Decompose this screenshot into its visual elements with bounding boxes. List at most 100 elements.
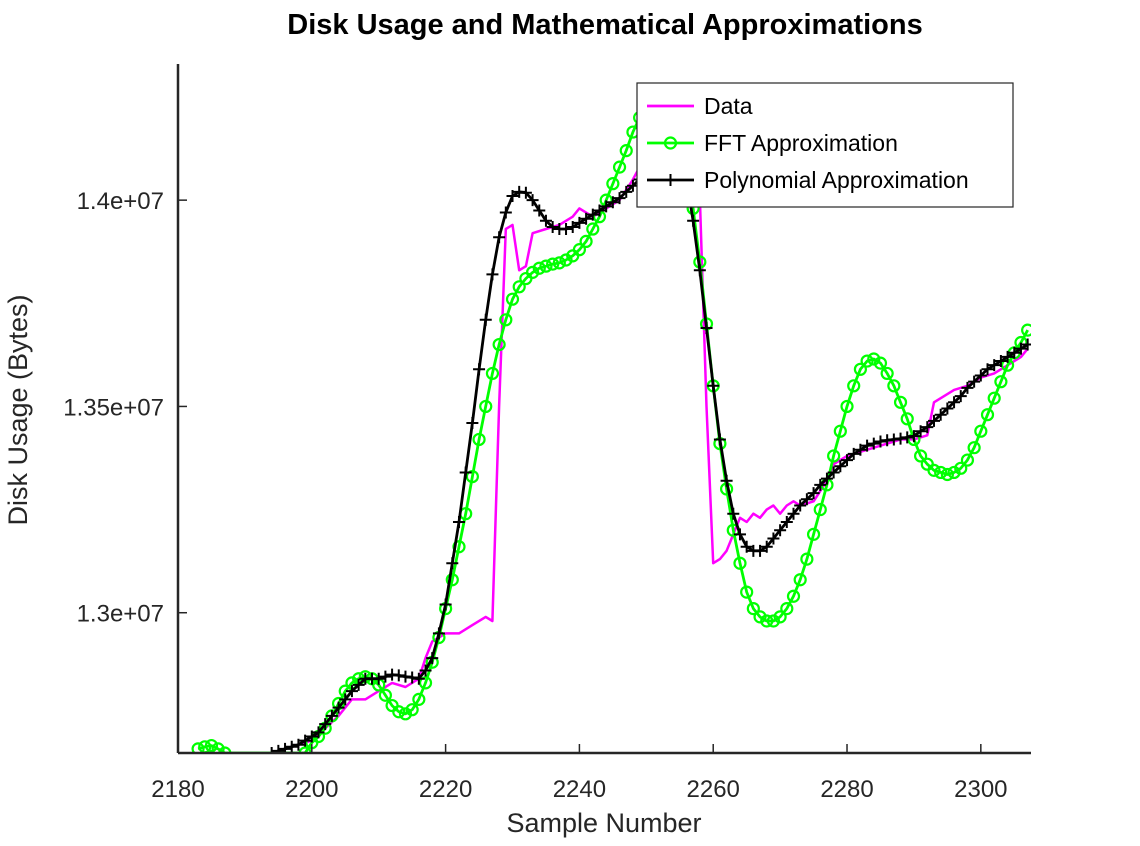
data-point <box>800 552 814 566</box>
data-point <box>539 259 553 273</box>
data-point <box>720 474 733 487</box>
data-point <box>954 461 968 475</box>
legend-item: Data <box>647 93 753 119</box>
data-point <box>987 391 1001 405</box>
data-point <box>472 432 486 447</box>
data-point <box>506 190 519 203</box>
plot-area: 2180 2200 2220 2240 2260 2280 2300 1.3e+07 1.35… <box>63 64 1031 803</box>
data-point <box>319 718 332 731</box>
data-point <box>533 204 546 217</box>
data-point <box>967 441 981 455</box>
data-point <box>432 627 445 640</box>
data-point <box>392 705 406 719</box>
legend-marker <box>664 174 677 186</box>
data-point <box>379 670 392 683</box>
data-point <box>994 375 1008 389</box>
data-point <box>780 601 794 616</box>
data-point <box>312 726 325 739</box>
data-point <box>733 556 747 570</box>
data-point <box>573 216 586 229</box>
data-point <box>927 414 940 427</box>
data-point <box>446 557 459 570</box>
data-point <box>767 532 780 545</box>
data-point <box>934 408 947 421</box>
y-axis-label: Disk Usage (Bytes) <box>3 294 33 525</box>
data-point <box>419 664 432 677</box>
data-point <box>452 515 465 528</box>
data-point <box>753 610 767 624</box>
data-point <box>612 160 627 174</box>
data-point <box>332 701 345 714</box>
data-point <box>980 408 995 422</box>
data-point <box>519 186 532 199</box>
data-point <box>687 214 700 227</box>
data-point <box>613 192 626 205</box>
data-point <box>566 220 579 233</box>
data-point <box>948 396 961 409</box>
y-ticks: 1.3e+07 1.35e+07 1.4e+07 <box>63 188 187 628</box>
data-point <box>372 672 385 685</box>
data-point <box>378 688 392 702</box>
data-point <box>820 472 833 485</box>
data-point <box>894 432 907 445</box>
data-point <box>352 678 365 691</box>
data-point <box>546 220 559 233</box>
data-point <box>841 454 854 467</box>
data-point <box>265 747 278 753</box>
data-point <box>586 208 599 221</box>
data-point <box>827 449 841 463</box>
data-point <box>272 744 285 753</box>
data-point <box>466 416 479 429</box>
data-point <box>218 746 232 753</box>
data-point <box>814 478 827 491</box>
data-point <box>606 196 619 209</box>
data-point <box>994 355 1007 368</box>
data-point <box>867 352 881 366</box>
data-point <box>485 366 500 381</box>
data-point <box>773 610 787 624</box>
x-tick-label: 2200 <box>285 776 338 803</box>
data-point <box>807 487 820 500</box>
data-point <box>900 412 914 426</box>
data-point <box>586 222 600 236</box>
x-tick-label: 2240 <box>553 776 606 803</box>
data-point <box>746 601 760 616</box>
data-point <box>707 379 720 392</box>
legend-marker <box>663 136 678 150</box>
y-tick-label: 1.3e+07 <box>77 601 164 628</box>
x-tick-label: 2280 <box>820 776 873 803</box>
data-point <box>486 268 499 281</box>
data-point <box>787 507 800 520</box>
data-point <box>733 528 746 541</box>
data-point <box>974 424 988 438</box>
data-point <box>392 669 405 682</box>
data-point <box>305 730 318 743</box>
legend: Data FFT Approximation Polynomial Approxim… <box>636 82 1014 208</box>
data-point <box>619 144 633 158</box>
data-point <box>740 585 754 599</box>
data-point <box>847 379 861 393</box>
data-point <box>693 264 706 277</box>
data-point <box>539 214 552 227</box>
legend-item: FFT Approximation <box>647 130 898 156</box>
data-point <box>345 685 358 698</box>
data-point <box>418 676 433 690</box>
data-point <box>1014 342 1027 355</box>
data-point <box>793 573 807 587</box>
x-tick-label: 2180 <box>151 776 204 803</box>
data-point <box>479 313 492 326</box>
data-point <box>907 430 920 443</box>
data-point <box>880 366 894 381</box>
data-point <box>974 369 987 382</box>
x-tick-label: 2220 <box>419 776 472 803</box>
legend-label: FFT Approximation <box>704 130 898 156</box>
data-point <box>754 544 767 557</box>
data-point <box>572 243 587 257</box>
data-point <box>914 449 928 463</box>
data-point <box>493 231 506 244</box>
x-tick-label: 2300 <box>954 776 1007 803</box>
data-point <box>552 256 566 270</box>
data-point <box>298 746 312 753</box>
data-point <box>780 515 793 528</box>
data-point <box>211 742 225 753</box>
